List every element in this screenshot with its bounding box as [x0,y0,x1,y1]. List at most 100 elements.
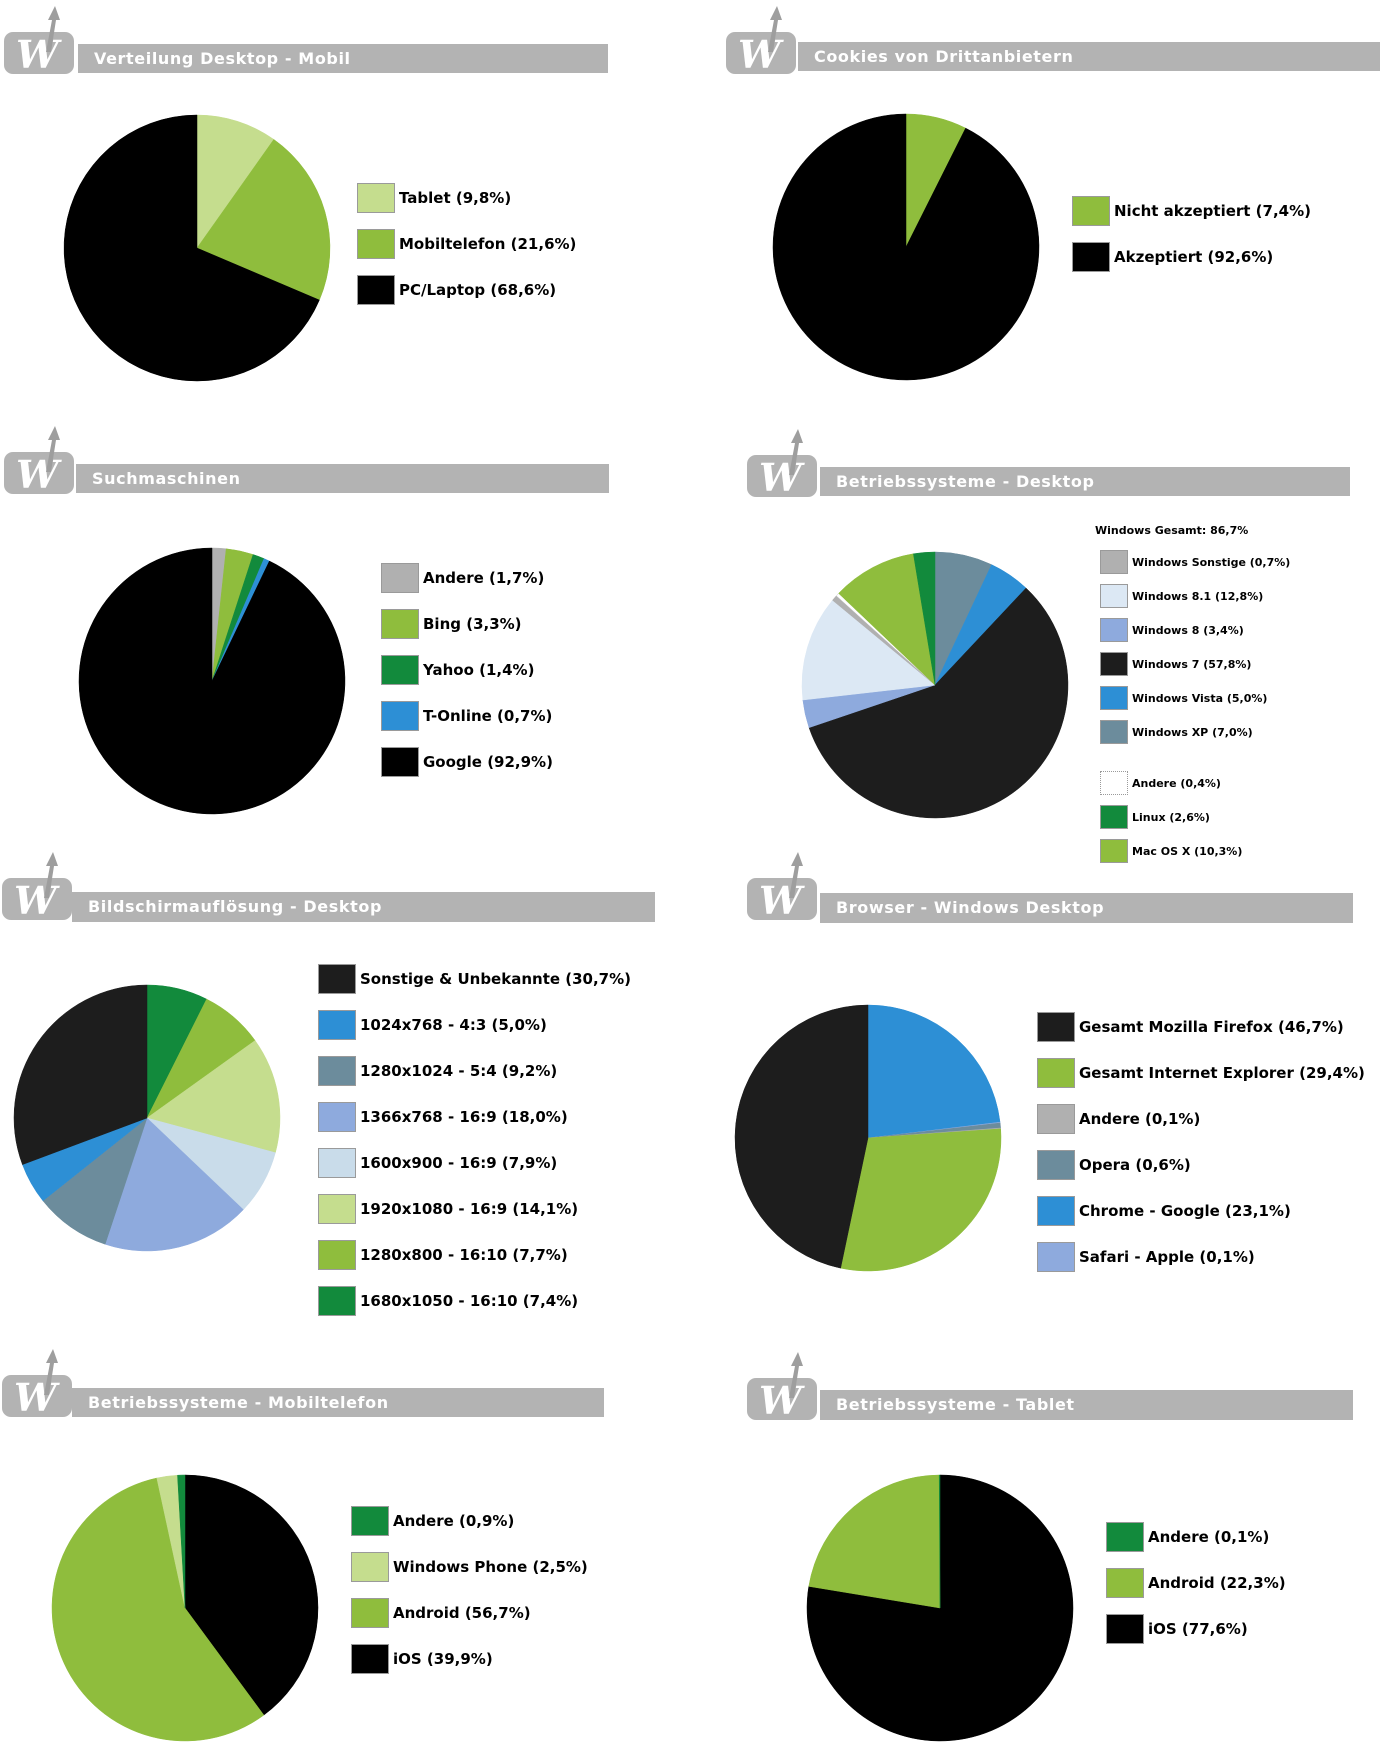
pie-slice-mac-os-x [838,553,936,686]
legend-item: Nicht akzeptiert (7,4%) [1072,196,1311,226]
legend-label: Tablet (9,8%) [399,189,512,207]
chart-title: Betriebssysteme - Tablet [836,1395,1075,1414]
pie-slice-tablet [196,114,275,249]
legend-label: Chrome - Google (23,1%) [1079,1202,1291,1220]
legend-item: Android (56,7%) [351,1598,531,1628]
legend-label: Andere (0,9%) [393,1512,515,1530]
legend-item: Andere (0,1%) [1106,1522,1269,1552]
legend-swatch [318,1194,356,1224]
chart-title-bar: Verteilung Desktop - Mobil [78,44,608,73]
legend-label: Windows 8 (3,4%) [1132,623,1244,637]
pie-slice-andere [938,1474,941,1609]
legend-item: Mobiltelefon (21,6%) [357,229,576,259]
legend-item: 1024x768 - 4:3 (5,0%) [318,1010,547,1040]
pie-chart [772,113,1040,381]
legend-swatch [1037,1104,1075,1134]
pie-slice-sonstige-unbekannte [13,984,148,1165]
pie-chart [63,114,331,382]
legend-swatch [318,1286,356,1316]
chart-title-bar: Bildschirmauflösung - Desktop [72,892,655,922]
legend-item: Tablet (9,8%) [357,183,511,213]
pie-chart [734,1004,1002,1272]
legend-swatch [381,609,419,639]
legend-swatch [1100,618,1128,642]
legend-label: Android (22,3%) [1148,1574,1286,1592]
legend-swatch [1037,1242,1075,1272]
legend-swatch [1100,839,1128,863]
svg-text:W: W [16,452,62,494]
legend-swatch [351,1552,389,1582]
svg-text:W: W [16,32,62,74]
legend-item: Andere (0,9%) [351,1506,514,1536]
legend-swatch [357,275,395,305]
pie-slice-pc-laptop [63,114,320,382]
svg-text:W: W [759,878,805,920]
legend-label: Safari - Apple (0,1%) [1079,1248,1255,1266]
chart-title-bar: Betriebssysteme - Mobiltelefon [72,1388,604,1417]
legend-label: 1366x768 - 16:9 (18,0%) [360,1108,568,1126]
pie-slice-akzeptiert [772,113,1040,381]
brand-logo: W [4,426,74,494]
chart-title-bar: Betriebssysteme - Tablet [820,1390,1353,1420]
legend-item: Bing (3,3%) [381,609,522,639]
legend-item: 1920x1080 - 16:9 (14,1%) [318,1194,578,1224]
legend-item: iOS (39,9%) [351,1644,493,1674]
legend-swatch [318,964,356,994]
legend-swatch [351,1644,389,1674]
legend-label: Nicht akzeptiert (7,4%) [1114,202,1311,220]
legend-item: 1280x800 - 16:10 (7,7%) [318,1240,568,1270]
legend-swatch [1106,1568,1144,1598]
pie-slice-1366x768-16-9 [104,1117,244,1252]
legend-swatch [357,229,395,259]
legend-swatch [1100,584,1128,608]
legend-label: PC/Laptop (68,6%) [399,281,557,299]
legend-item: Chrome - Google (23,1%) [1037,1196,1291,1226]
legend-swatch [1106,1614,1144,1644]
chart-title: Browser - Windows Desktop [836,898,1105,917]
legend-item: Akzeptiert (92,6%) [1072,242,1273,272]
legend-swatch [1037,1150,1075,1180]
legend-swatch [351,1598,389,1628]
legend-item: Windows XP (7,0%) [1100,720,1253,744]
legend-item: 1680x1050 - 16:10 (7,4%) [318,1286,578,1316]
legend-label: Bing (3,3%) [423,615,522,633]
legend-swatch [1106,1522,1144,1552]
legend-label: Akzeptiert (92,6%) [1114,248,1274,266]
brand-logo: W [2,852,72,920]
legend-item: Sonstige & Unbekannte (30,7%) [318,964,631,994]
brand-logo: W [747,1352,817,1420]
legend-item: Yahoo (1,4%) [381,655,534,685]
legend-label: iOS (39,9%) [393,1650,493,1668]
pie-slice-windows-7 [808,587,1069,819]
chart-title: Bildschirmauflösung - Desktop [88,897,383,916]
legend-swatch [1100,720,1128,744]
pie-slice-android [808,1474,941,1609]
legend-label: T-Online (0,7%) [423,707,553,725]
legend-item: Andere (0,1%) [1037,1104,1200,1134]
legend-label: 1024x768 - 4:3 (5,0%) [360,1016,547,1034]
legend-swatch [318,1148,356,1178]
legend-label: Windows 8.1 (12,8%) [1132,589,1264,603]
legend-swatch [318,1102,356,1132]
legend-item: Windows Sonstige (0,7%) [1100,550,1290,574]
legend-item: iOS (77,6%) [1106,1614,1248,1644]
legend-item: PC/Laptop (68,6%) [357,275,556,305]
legend-swatch [1100,686,1128,710]
chart-title: Betriebssysteme - Desktop [836,472,1095,491]
legend-swatch [381,701,419,731]
chart-title-bar: Suchmaschinen [76,464,609,493]
legend-item: Safari - Apple (0,1%) [1037,1242,1255,1272]
legend-label: iOS (77,6%) [1148,1620,1248,1638]
legend-label: Mobiltelefon (21,6%) [399,235,577,253]
pie-chart [13,984,281,1252]
svg-text:W: W [738,32,784,74]
legend-label: Sonstige & Unbekannte (30,7%) [360,970,632,988]
legend-swatch [318,1056,356,1086]
pie-slice-mobiltelefon [196,139,331,301]
chart-title: Verteilung Desktop - Mobil [94,49,351,68]
legend-item: Gesamt Internet Explorer (29,4%) [1037,1058,1365,1088]
legend-label: Google (92,9%) [423,753,553,771]
legend-label: Gesamt Internet Explorer (29,4%) [1079,1064,1365,1082]
legend-swatch [318,1010,356,1040]
chart-title-bar: Cookies von Drittanbietern [798,42,1380,71]
